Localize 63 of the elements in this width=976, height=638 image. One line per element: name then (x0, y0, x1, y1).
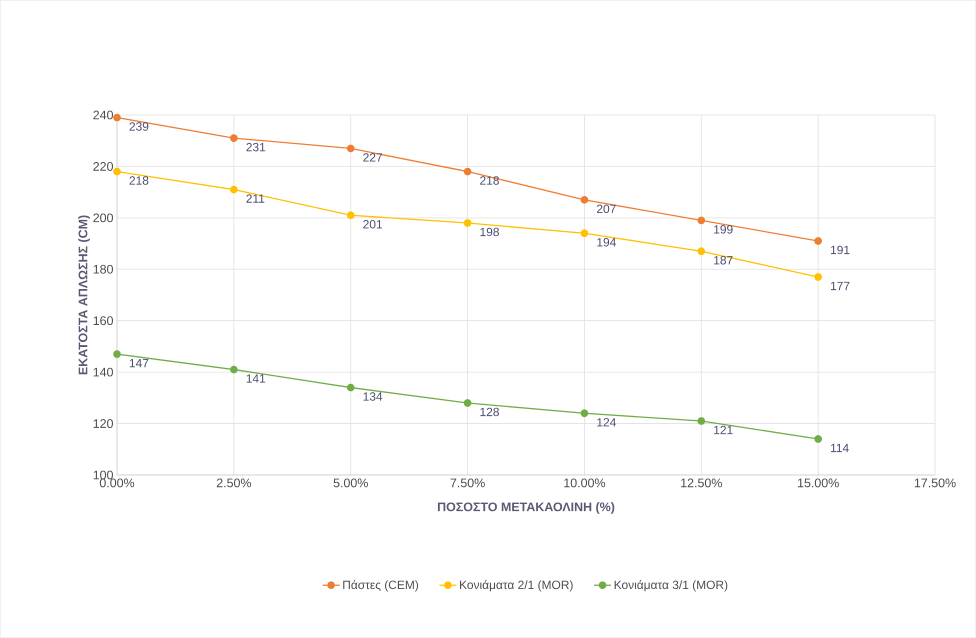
point (464, 219, 472, 227)
y-tick-label: 180 (94, 264, 113, 274)
point (230, 186, 238, 194)
y-axis-title: ΕΚΑΤΟΣΤΑ ΑΠΛΩΣΗΣ (CM) (78, 215, 90, 374)
point (113, 114, 121, 122)
point (697, 417, 706, 425)
x-tick-label: 15.00% (798, 478, 839, 488)
x-tick-label: 0.00% (100, 478, 134, 488)
data-label: 194 (597, 238, 616, 246)
data-label: 187 (714, 256, 733, 264)
data-label: 114 (831, 444, 849, 452)
data-label: 147 (130, 358, 148, 368)
y-tick-label: 140 (94, 368, 113, 377)
point (346, 144, 355, 152)
x-tick-label: 7.50% (450, 478, 485, 488)
data-label: 134 (364, 392, 382, 401)
point (113, 350, 121, 358)
x-tick-label: 5.00% (334, 478, 368, 488)
data-label: 227 (363, 153, 382, 162)
point (346, 211, 355, 220)
point (814, 435, 822, 443)
x-tick-label: 2.50% (216, 478, 252, 488)
data-label: 207 (596, 204, 616, 214)
data-label: 198 (480, 228, 499, 236)
data-label: 128 (480, 408, 499, 416)
point (814, 237, 822, 245)
legend-label: Κονιάματα 2/1 (MOR) (460, 580, 573, 592)
point (230, 134, 238, 142)
point (346, 384, 355, 392)
data-label: 121 (714, 426, 733, 434)
point (113, 168, 121, 176)
point (697, 247, 706, 256)
y-tick-label: 200 (93, 213, 113, 222)
data-label: 141 (246, 374, 266, 383)
data-label: 218 (480, 176, 499, 185)
x-tick-label: 17.50% (914, 478, 956, 488)
legend-label: Κονιάματα 3/1 (MOR) (614, 580, 728, 592)
y-tick-label: 220 (93, 162, 113, 171)
data-label: 191 (831, 246, 850, 254)
data-label: 231 (246, 142, 266, 152)
point (580, 196, 588, 204)
x-tick-label: 10.00% (564, 478, 606, 488)
data-label: 211 (246, 194, 264, 203)
y-tick-label: 120 (94, 419, 113, 428)
y-tick-label: 100 (94, 470, 113, 480)
y-tick-label: 240 (93, 110, 113, 120)
y-tick-label: 160 (94, 316, 113, 326)
x-tick-label: 12.50% (681, 478, 722, 488)
point (464, 399, 472, 407)
point (464, 168, 472, 176)
data-label: 199 (714, 225, 733, 234)
data-label: 218 (130, 176, 148, 185)
data-label: 177 (831, 282, 850, 290)
point (580, 229, 588, 238)
point (814, 273, 822, 281)
point (697, 216, 706, 224)
data-label: 201 (363, 220, 382, 228)
data-label: 124 (597, 418, 616, 426)
point (230, 366, 238, 374)
legend-label: Πάστες (CEM) (343, 580, 418, 592)
x-axis-title: ΠΟΣΟΣΤΟ ΜΕΤΑΚΑΟΛΙΝΗ (%) (438, 502, 614, 514)
point (580, 409, 588, 418)
data-label: 239 (130, 122, 148, 131)
